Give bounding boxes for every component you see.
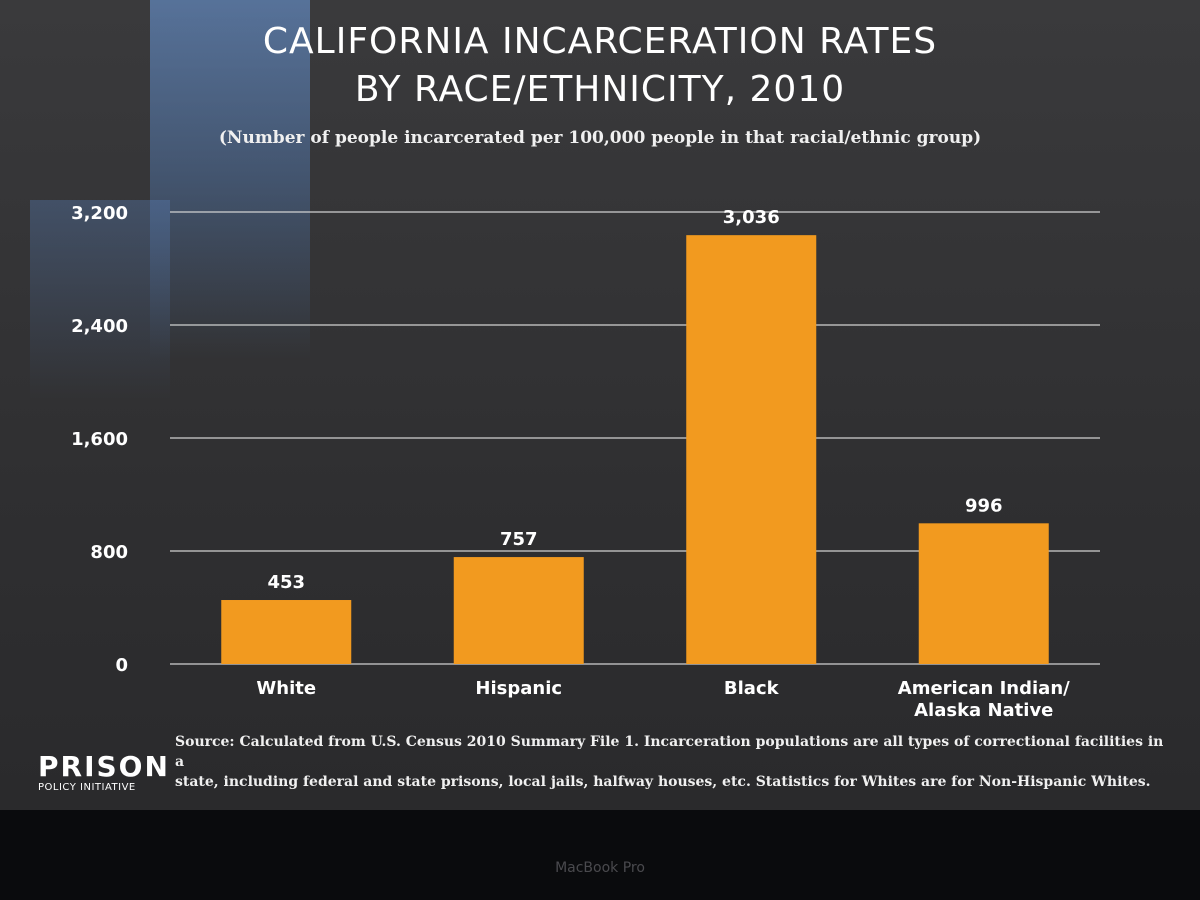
category-label-0: White <box>256 678 316 699</box>
screen: CALIFORNIA INCARCERATION RATES BY RACE/E… <box>0 0 1200 810</box>
bar-0 <box>221 600 352 664</box>
y-tick-label-2: 1,600 <box>71 429 128 450</box>
bar-3 <box>918 523 1049 664</box>
category-label-2: Black <box>724 678 780 699</box>
y-tick-label-4: 3,200 <box>71 203 128 224</box>
logo-tagline: POLICY INITIATIVE <box>38 782 136 793</box>
data-label-2: 3,036 <box>723 207 780 228</box>
source-note: Source: Calculated from U.S. Census 2010… <box>175 732 1175 792</box>
y-tick-label-0: 0 <box>115 655 128 676</box>
chart-title: CALIFORNIA INCARCERATION RATES BY RACE/E… <box>0 18 1200 114</box>
data-label-0: 453 <box>267 572 305 593</box>
source-line-2: state, including federal and state priso… <box>175 774 1151 790</box>
logo-wordmark: PRISON <box>38 750 170 783</box>
bezel-brand-label: MacBook Pro <box>555 860 645 876</box>
y-tick-label-1: 800 <box>90 542 128 563</box>
source-line-1: Source: Calculated from U.S. Census 2010… <box>175 734 1164 770</box>
chart-subtitle: (Number of people incarcerated per 100,0… <box>218 128 982 148</box>
bar-chart: 0 800 1,600 2,400 3,200 453 White 757 Hispanic 3,… <box>71 203 1100 721</box>
data-label-3: 996 <box>965 495 1003 516</box>
y-tick-label-3: 2,400 <box>71 316 128 337</box>
bar-1 <box>453 557 584 664</box>
title-line-1: CALIFORNIA INCARCERATION RATES <box>262 21 938 62</box>
bar-2 <box>686 235 817 665</box>
window-reflection-secondary <box>30 200 170 400</box>
category-label-3-line-0: American Indian/ <box>898 678 1070 699</box>
prison-policy-initiative-logo: PRISON POLICY INITIATIVE <box>38 750 170 794</box>
window-reflection <box>150 0 310 360</box>
category-label-1: Hispanic <box>475 678 562 699</box>
category-label-3-line-1: Alaska Native <box>914 700 1053 721</box>
data-label-1: 757 <box>500 529 538 550</box>
title-line-2: BY RACE/ETHNICITY, 2010 <box>354 69 846 110</box>
